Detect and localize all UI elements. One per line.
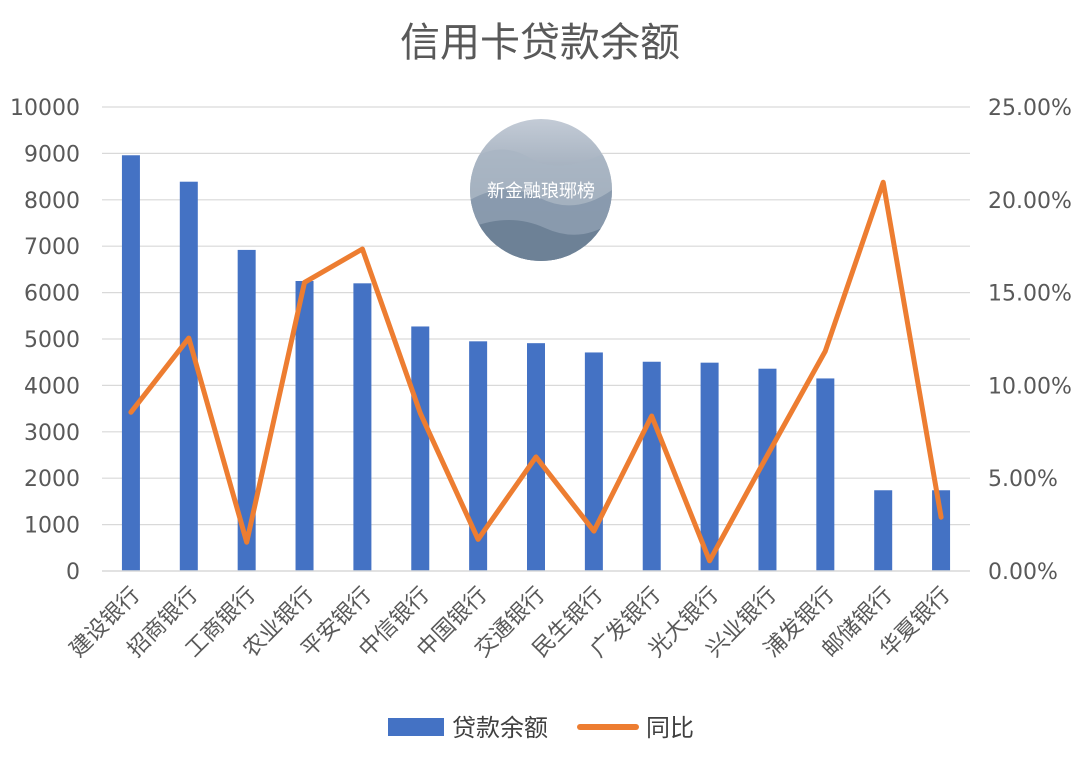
left-tick-label: 8000 (24, 189, 80, 214)
bar (642, 361, 661, 571)
right-axis-ticks: 0.00% 5.00% 10.00% 15.00% 20.00% 25.00% (988, 96, 1072, 585)
right-tick-label: 25.00% (988, 96, 1072, 121)
bar (932, 490, 951, 571)
right-tick-label: 0.00% (988, 560, 1058, 585)
legend-bar-swatch (388, 718, 444, 736)
left-tick-label: 2000 (24, 467, 80, 492)
left-tick-label: 3000 (24, 421, 80, 446)
legend: 贷款余额 同比 (388, 714, 694, 742)
left-tick-label: 9000 (24, 142, 80, 167)
right-tick-label: 5.00% (988, 467, 1058, 492)
left-tick-label: 4000 (24, 374, 80, 399)
category-labels: 建设银行招商银行工商银行农业银行平安银行中信银行中国银行交通银行民生银行广发银行… (65, 583, 955, 663)
bar (816, 378, 835, 571)
left-tick-label: 1000 (24, 514, 80, 539)
right-tick-label: 15.00% (988, 282, 1072, 307)
right-tick-label: 10.00% (988, 374, 1072, 399)
bar (584, 352, 603, 571)
bar (121, 155, 140, 572)
left-tick-label: 5000 (24, 328, 80, 353)
watermark-logo: 新金融琅琊榜 (470, 119, 612, 261)
legend-line-label: 同比 (646, 714, 694, 742)
left-tick-label: 6000 (24, 282, 80, 307)
bar (469, 341, 488, 571)
chart-title: 信用卡贷款余额 (400, 20, 680, 66)
watermark-text: 新金融琅琊榜 (487, 181, 595, 202)
left-tick-label: 10000 (10, 96, 80, 121)
bars-series (121, 155, 951, 572)
line-series (128, 179, 944, 564)
bar (411, 326, 430, 571)
bar (295, 281, 314, 571)
left-tick-label: 0 (66, 560, 80, 585)
bar (353, 283, 372, 571)
right-tick-label: 20.00% (988, 189, 1072, 214)
bar (874, 490, 893, 571)
bar (758, 368, 777, 571)
left-axis-ticks: 0 1000 2000 3000 4000 5000 6000 7000 8000 9000 100… (10, 96, 80, 585)
bar (237, 249, 256, 572)
bar (700, 362, 719, 571)
legend-bar-label: 贷款余额 (452, 714, 548, 742)
bar (179, 181, 198, 572)
left-tick-label: 7000 (24, 235, 80, 260)
